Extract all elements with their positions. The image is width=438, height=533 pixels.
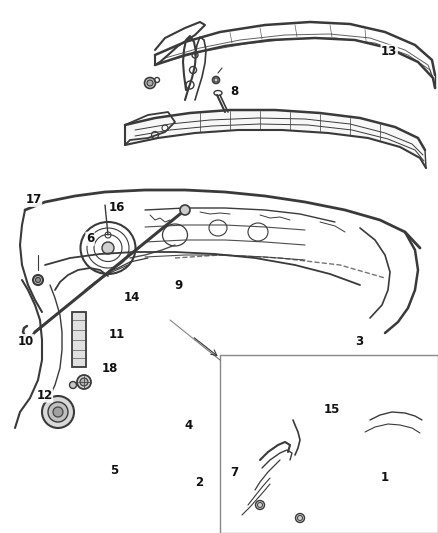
Bar [72,312,86,367]
Text: 4: 4 [184,419,193,432]
Text: 14: 14 [124,291,140,304]
Text: 3: 3 [355,335,363,348]
Text: 6: 6 [86,232,94,245]
Ellipse shape [212,77,219,84]
Text: 11: 11 [109,328,125,341]
Ellipse shape [77,375,91,389]
Text: 5: 5 [110,464,118,477]
Text: 8: 8 [230,85,239,98]
Ellipse shape [48,402,68,422]
Text: 10: 10 [18,335,34,348]
Ellipse shape [255,500,265,510]
Text: 1: 1 [381,471,389,483]
Text: 17: 17 [25,193,42,206]
Text: 12: 12 [36,389,53,402]
Ellipse shape [70,382,77,389]
Ellipse shape [145,77,155,88]
Ellipse shape [80,378,88,386]
Ellipse shape [35,278,40,282]
Ellipse shape [33,275,43,285]
Text: 7: 7 [230,466,238,479]
Text: 9: 9 [174,279,183,292]
Ellipse shape [42,396,74,428]
Polygon shape [125,110,426,168]
Ellipse shape [147,80,153,86]
Ellipse shape [296,513,304,522]
Text: 16: 16 [109,201,125,214]
Ellipse shape [180,205,190,215]
Text: 15: 15 [324,403,340,416]
Text: 13: 13 [381,45,397,58]
Text: 18: 18 [102,362,118,375]
Ellipse shape [102,242,114,254]
Text: 2: 2 [195,476,203,489]
Ellipse shape [53,407,63,417]
